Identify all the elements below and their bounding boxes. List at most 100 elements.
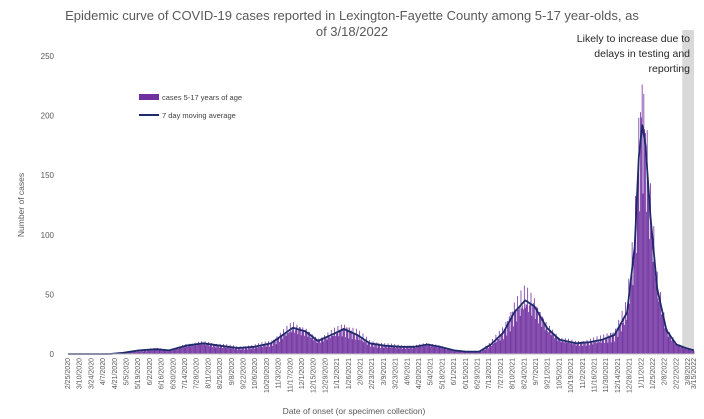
- case-bar: [238, 348, 240, 354]
- case-bar: [290, 332, 292, 354]
- case-bar: [187, 344, 189, 354]
- case-bar: [226, 344, 228, 354]
- case-bar: [300, 335, 302, 354]
- case-bar: [646, 130, 648, 354]
- annotation-line-2: delays in testing and: [594, 48, 690, 60]
- case-bar: [346, 329, 348, 354]
- case-bar: [686, 348, 687, 354]
- x-tick-label: 3/24/2020: [88, 358, 95, 389]
- case-bar: [496, 342, 498, 354]
- case-bar: [435, 344, 437, 354]
- case-bar: [481, 351, 483, 354]
- case-bar: [674, 344, 676, 354]
- case-bar: [468, 351, 470, 354]
- case-bar: [335, 333, 337, 354]
- case-bar: [327, 332, 329, 354]
- case-bar: [460, 350, 462, 354]
- case-bar: [167, 351, 169, 354]
- case-bar: [455, 350, 457, 354]
- case-bar: [594, 342, 595, 354]
- case-bar: [440, 347, 442, 354]
- y-tick-label: 100: [41, 231, 55, 240]
- case-bar: [198, 344, 200, 354]
- case-bar: [343, 328, 345, 354]
- case-bar: [449, 350, 451, 354]
- case-bar: [416, 344, 417, 354]
- case-bar: [334, 327, 335, 354]
- case-bar: [286, 325, 288, 354]
- x-tick-label: 11/3/2020: [276, 358, 283, 389]
- case-bar: [324, 335, 325, 354]
- case-bar: [381, 342, 382, 354]
- case-bar: [180, 347, 182, 354]
- case-bar: [353, 333, 355, 354]
- case-bar: [192, 345, 194, 354]
- case-bar: [345, 327, 347, 354]
- case-bar: [452, 351, 454, 354]
- case-bar: [151, 349, 153, 354]
- annotation-line-1: Likely to increase due to: [577, 33, 690, 45]
- case-bar: [159, 349, 161, 354]
- case-bar: [321, 337, 323, 354]
- case-bar: [218, 344, 219, 354]
- x-tick-label: 8/25/2020: [217, 358, 224, 389]
- case-bar: [299, 327, 300, 354]
- case-bar: [551, 333, 553, 354]
- case-bar: [528, 312, 529, 354]
- case-bar: [152, 350, 154, 354]
- case-bar: [691, 349, 693, 354]
- case-bar: [309, 337, 311, 354]
- case-bar: [554, 338, 555, 354]
- case-bar: [581, 341, 583, 354]
- case-bar: [294, 330, 296, 354]
- case-bar: [257, 347, 259, 354]
- case-bar: [580, 342, 582, 354]
- case-bar: [589, 345, 590, 354]
- case-bar: [686, 349, 688, 354]
- case-bar: [126, 352, 127, 354]
- case-bar: [437, 346, 439, 354]
- case-bar: [666, 328, 668, 354]
- case-bar: [671, 340, 672, 354]
- case-bar: [457, 350, 459, 354]
- case-bar: [197, 341, 199, 354]
- case-bar: [508, 316, 510, 354]
- case-bar: [331, 335, 333, 354]
- case-bar: [527, 287, 529, 354]
- case-bar: [501, 335, 503, 354]
- case-bar: [289, 332, 290, 354]
- case-bar: [495, 334, 497, 354]
- case-bar: [359, 330, 361, 354]
- case-bar: [427, 345, 429, 354]
- case-bar: [126, 352, 128, 354]
- case-bar: [520, 290, 522, 354]
- case-bar: [628, 278, 630, 354]
- case-bar: [397, 344, 399, 354]
- case-bar: [263, 344, 264, 354]
- case-bar: [693, 351, 695, 354]
- case-bar: [422, 343, 424, 354]
- case-bar: [431, 344, 433, 354]
- case-bar: [576, 343, 578, 354]
- case-bar: [532, 305, 534, 354]
- case-bar: [195, 343, 197, 354]
- x-tick-label: 10/20/2020: [264, 358, 271, 393]
- case-bar: [197, 344, 198, 354]
- case-bar: [632, 285, 634, 354]
- case-bar: [171, 350, 173, 354]
- case-bar: [689, 349, 691, 354]
- x-tick-label: 10/6/2020: [252, 358, 259, 389]
- case-bar: [244, 346, 246, 354]
- x-tick-label: 2/9/2021: [358, 358, 365, 385]
- case-bar: [192, 343, 193, 354]
- case-bar: [316, 343, 318, 354]
- case-bar: [469, 351, 471, 354]
- case-bar: [360, 339, 361, 354]
- case-bar: [552, 329, 554, 354]
- case-bar: [643, 93, 645, 354]
- case-bar: [212, 347, 213, 354]
- case-bar: [482, 349, 484, 354]
- case-bar: [660, 292, 661, 354]
- case-bar: [211, 342, 213, 354]
- case-bar: [448, 348, 450, 354]
